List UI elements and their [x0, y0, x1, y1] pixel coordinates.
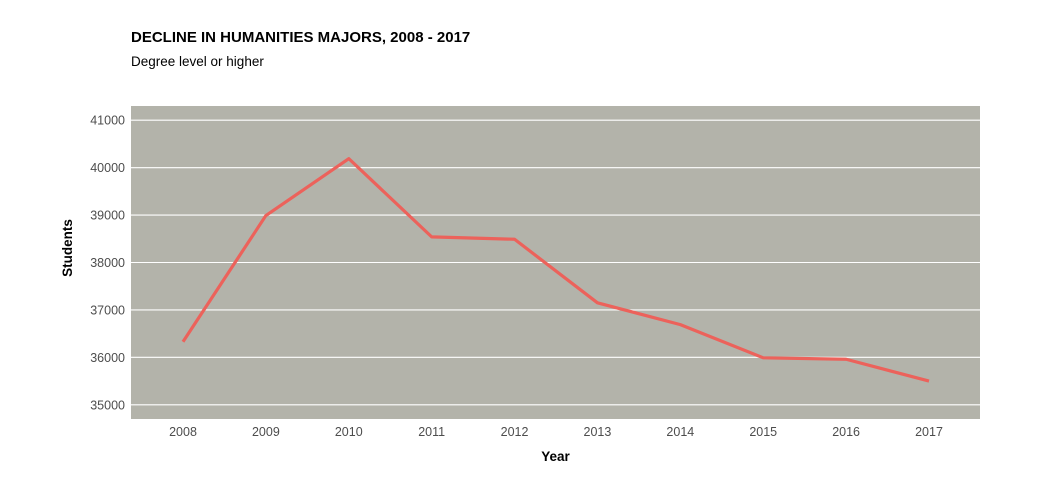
series-line	[181, 157, 930, 383]
chart-subtitle: Degree level or higher	[131, 54, 264, 69]
y-tick-label: 40000	[90, 161, 125, 175]
x-tick-label: 2017	[915, 425, 943, 439]
y-tick-label: 35000	[90, 398, 125, 412]
gridlines	[131, 119, 980, 406]
y-axis-title: Students	[60, 219, 75, 277]
x-tick-label: 2014	[666, 425, 694, 439]
y-tick-label: 36000	[90, 351, 125, 365]
chart-title: DECLINE IN HUMANITIES MAJORS, 2008 - 201…	[131, 29, 470, 46]
x-tick-label: 2015	[749, 425, 777, 439]
y-tick-label: 38000	[90, 256, 125, 270]
y-tick-labels: 35000 36000 37000 38000 39000 40000 41000	[90, 114, 125, 413]
x-tick-label: 2016	[832, 425, 860, 439]
x-axis-title: Year	[541, 449, 570, 464]
x-tick-label: 2013	[584, 425, 612, 439]
x-tick-label: 2012	[501, 425, 529, 439]
y-tick-label: 41000	[90, 114, 125, 128]
x-tick-label: 2011	[418, 425, 445, 439]
y-tick-label: 37000	[90, 303, 125, 317]
x-tick-label: 2008	[169, 425, 197, 439]
series-layer	[181, 157, 930, 383]
x-tick-label: 2010	[335, 425, 363, 439]
x-tick-label: 2009	[252, 425, 280, 439]
x-tick-labels: 2008 2009 2010 2011 2012 2013 2014 2015 2016 2017	[169, 425, 943, 439]
y-tick-label: 39000	[90, 209, 125, 223]
